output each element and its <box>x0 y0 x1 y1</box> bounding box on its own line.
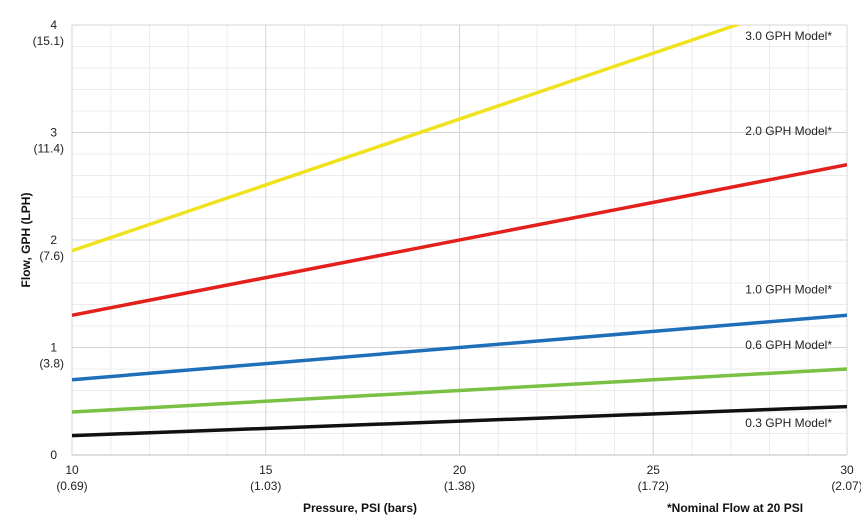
series-label-1: 2.0 GPH Model* <box>745 124 832 138</box>
grid-lines <box>71 24 848 455</box>
y-tick-label: 2 <box>50 233 57 247</box>
x-tick-label: 20 <box>453 463 467 477</box>
y-tick-label: 4 <box>50 18 57 32</box>
x-tick-label: 30 <box>840 463 854 477</box>
y-axis-title: Flow, GPH (LPH) <box>19 193 33 288</box>
x-tick-sublabel: (0.69) <box>56 479 87 493</box>
y-tick-sublabel: (3.8) <box>39 357 64 371</box>
x-tick-sublabel: (2.07) <box>831 479 861 493</box>
series-line-4 <box>72 404 847 438</box>
series-line-2 <box>72 313 847 382</box>
series-line-3 <box>72 367 847 414</box>
series-label-0: 3.0 GPH Model* <box>745 29 832 43</box>
series-lines <box>72 25 847 438</box>
series-line-0 <box>72 25 742 253</box>
y-tick-sublabel: (7.6) <box>39 249 64 263</box>
y-tick-sublabel: (11.4) <box>34 142 64 156</box>
y-tick-sublabel: (15.1) <box>33 34 64 48</box>
series-label-4: 0.3 GPH Model* <box>745 416 832 430</box>
x-tick-labels: 10 (0.69) 15 (1.03) 20 (1.38) 25 (1.72) 30 (2.07) <box>56 463 861 493</box>
series-line-1 <box>72 163 847 317</box>
y-tick-label: 1 <box>50 341 57 355</box>
x-tick-sublabel: (1.72) <box>638 479 669 493</box>
series-label-3: 0.6 GPH Model* <box>745 338 832 352</box>
series-label-2: 1.0 GPH Model* <box>745 282 832 296</box>
x-axis-title: Pressure, PSI (bars) <box>303 501 417 515</box>
x-tick-label: 25 <box>647 463 661 477</box>
x-tick-label: 10 <box>65 463 79 477</box>
x-tick-sublabel: (1.38) <box>444 479 475 493</box>
x-tick-label: 15 <box>259 463 273 477</box>
y-tick-labels: 0 1 (3.8) 2 (7.6) 3 (11.4) 4 (15.1) <box>33 18 64 462</box>
y-tick-label: 3 <box>50 126 57 140</box>
series-labels: 3.0 GPH Model* 2.0 GPH Model* 1.0 GPH Mode… <box>745 29 832 430</box>
y-tick-label: 0 <box>50 448 57 462</box>
nominal-flow-note: *Nominal Flow at 20 PSI <box>667 501 803 515</box>
x-tick-sublabel: (1.03) <box>250 479 281 493</box>
